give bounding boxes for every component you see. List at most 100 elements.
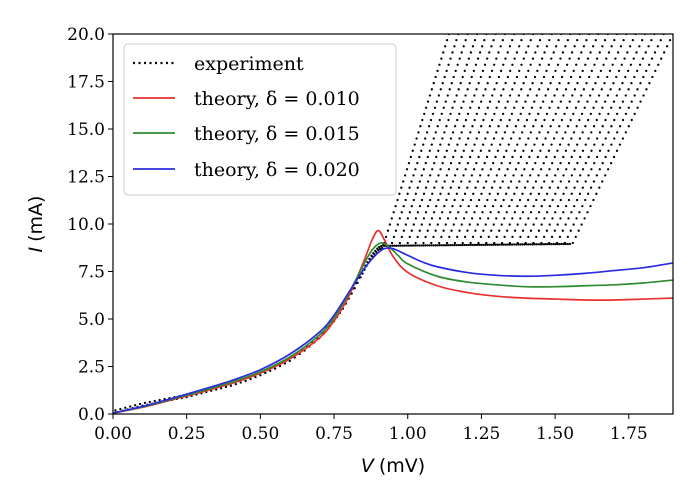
experiment-point (507, 143, 510, 146)
experiment-point (586, 118, 590, 122)
experiment-point (522, 149, 525, 152)
experiment-point (564, 131, 567, 134)
experiment-point (566, 125, 570, 128)
experiment-point (403, 174, 407, 177)
experiment-point (518, 180, 521, 183)
experiment-point (616, 131, 619, 134)
experiment-point (432, 244, 435, 247)
experiment-point (443, 75, 446, 79)
experiment-point (623, 57, 626, 60)
experiment-point (598, 149, 602, 152)
experiment-point (592, 125, 596, 128)
experiment-point (449, 186, 452, 189)
experiment-point (612, 155, 616, 159)
experiment-point (558, 82, 561, 85)
experiment-point (554, 174, 557, 177)
experiment-point (650, 57, 654, 60)
experiment-point (418, 155, 421, 159)
experiment-point (394, 229, 398, 232)
experiment-point (523, 186, 527, 189)
experiment-point (379, 247, 382, 251)
experiment-point (627, 106, 630, 109)
experiment-point (648, 82, 651, 85)
experiment-point (633, 112, 636, 116)
experiment-point (540, 57, 544, 60)
experiment-point (499, 186, 502, 189)
experiment-point (540, 82, 543, 85)
experiment-point (515, 51, 519, 54)
experiment-point (645, 88, 648, 91)
experiment-point (384, 235, 388, 239)
experiment-point (581, 186, 584, 189)
x-axis-symbol: V (361, 455, 376, 477)
experiment-point (500, 161, 503, 165)
experiment-point (516, 223, 519, 226)
experiment-point (534, 51, 537, 54)
experiment-point (555, 131, 558, 134)
experiment-point (550, 235, 554, 239)
experiment-point (495, 82, 498, 85)
experiment-point (581, 69, 584, 73)
experiment-point (513, 229, 517, 232)
experiment-point (564, 149, 568, 152)
y-tick-label: 5.0 (78, 310, 105, 330)
experiment-point (431, 192, 434, 195)
experiment-point (503, 235, 506, 239)
experiment-point (396, 223, 400, 226)
experiment-point (451, 244, 454, 247)
experiment-point (611, 63, 614, 66)
experiment-point (570, 51, 574, 54)
experiment-point (398, 217, 401, 220)
experiment-point (587, 155, 590, 159)
experiment-point (567, 217, 570, 220)
x-tick-label: 1.00 (389, 424, 427, 444)
experiment-point (445, 39, 449, 42)
experiment-point (492, 161, 495, 165)
experiment-point (461, 241, 464, 245)
experiment-point (479, 217, 482, 220)
experiment-point (474, 229, 477, 232)
experiment-point (392, 235, 396, 239)
experiment-point (405, 168, 409, 171)
experiment-point (445, 149, 448, 152)
experiment-point (639, 100, 642, 103)
experiment-point (483, 161, 486, 165)
experiment-point (426, 100, 430, 103)
experiment-point (543, 118, 546, 122)
experiment-point (573, 168, 576, 171)
experiment-point (492, 137, 496, 140)
experiment-point (438, 217, 442, 220)
experiment-point (495, 217, 498, 220)
experiment-point (472, 192, 475, 195)
experiment-point (418, 204, 422, 208)
experiment-point (524, 100, 527, 103)
experiment-point (564, 223, 567, 226)
experiment-point (480, 125, 483, 128)
experiment-point (559, 161, 562, 165)
experiment-point (424, 235, 427, 239)
experiment-point (615, 94, 618, 97)
theory-line-0 (113, 229, 673, 414)
experiment-point (580, 112, 584, 116)
experiment-point (544, 137, 547, 140)
experiment-point (482, 94, 485, 97)
experiment-point (463, 235, 467, 239)
experiment-point (479, 235, 483, 239)
experiment-point (558, 125, 561, 128)
experiment-point (446, 244, 450, 247)
y-tick-label: 10.0 (67, 215, 105, 235)
experiment-point (399, 244, 402, 247)
experiment-point (555, 88, 559, 91)
experiment-point (508, 69, 512, 73)
experiment-point (586, 100, 589, 103)
experiment-point (559, 180, 562, 183)
experiment-point (545, 69, 548, 73)
experiment-point (457, 88, 460, 91)
experiment-point (540, 241, 543, 245)
experiment-point (403, 244, 406, 247)
experiment-point (527, 243, 530, 246)
experiment-point (541, 243, 545, 246)
experiment-point (525, 161, 529, 165)
experiment-point (606, 94, 610, 97)
experiment-point (559, 100, 563, 103)
